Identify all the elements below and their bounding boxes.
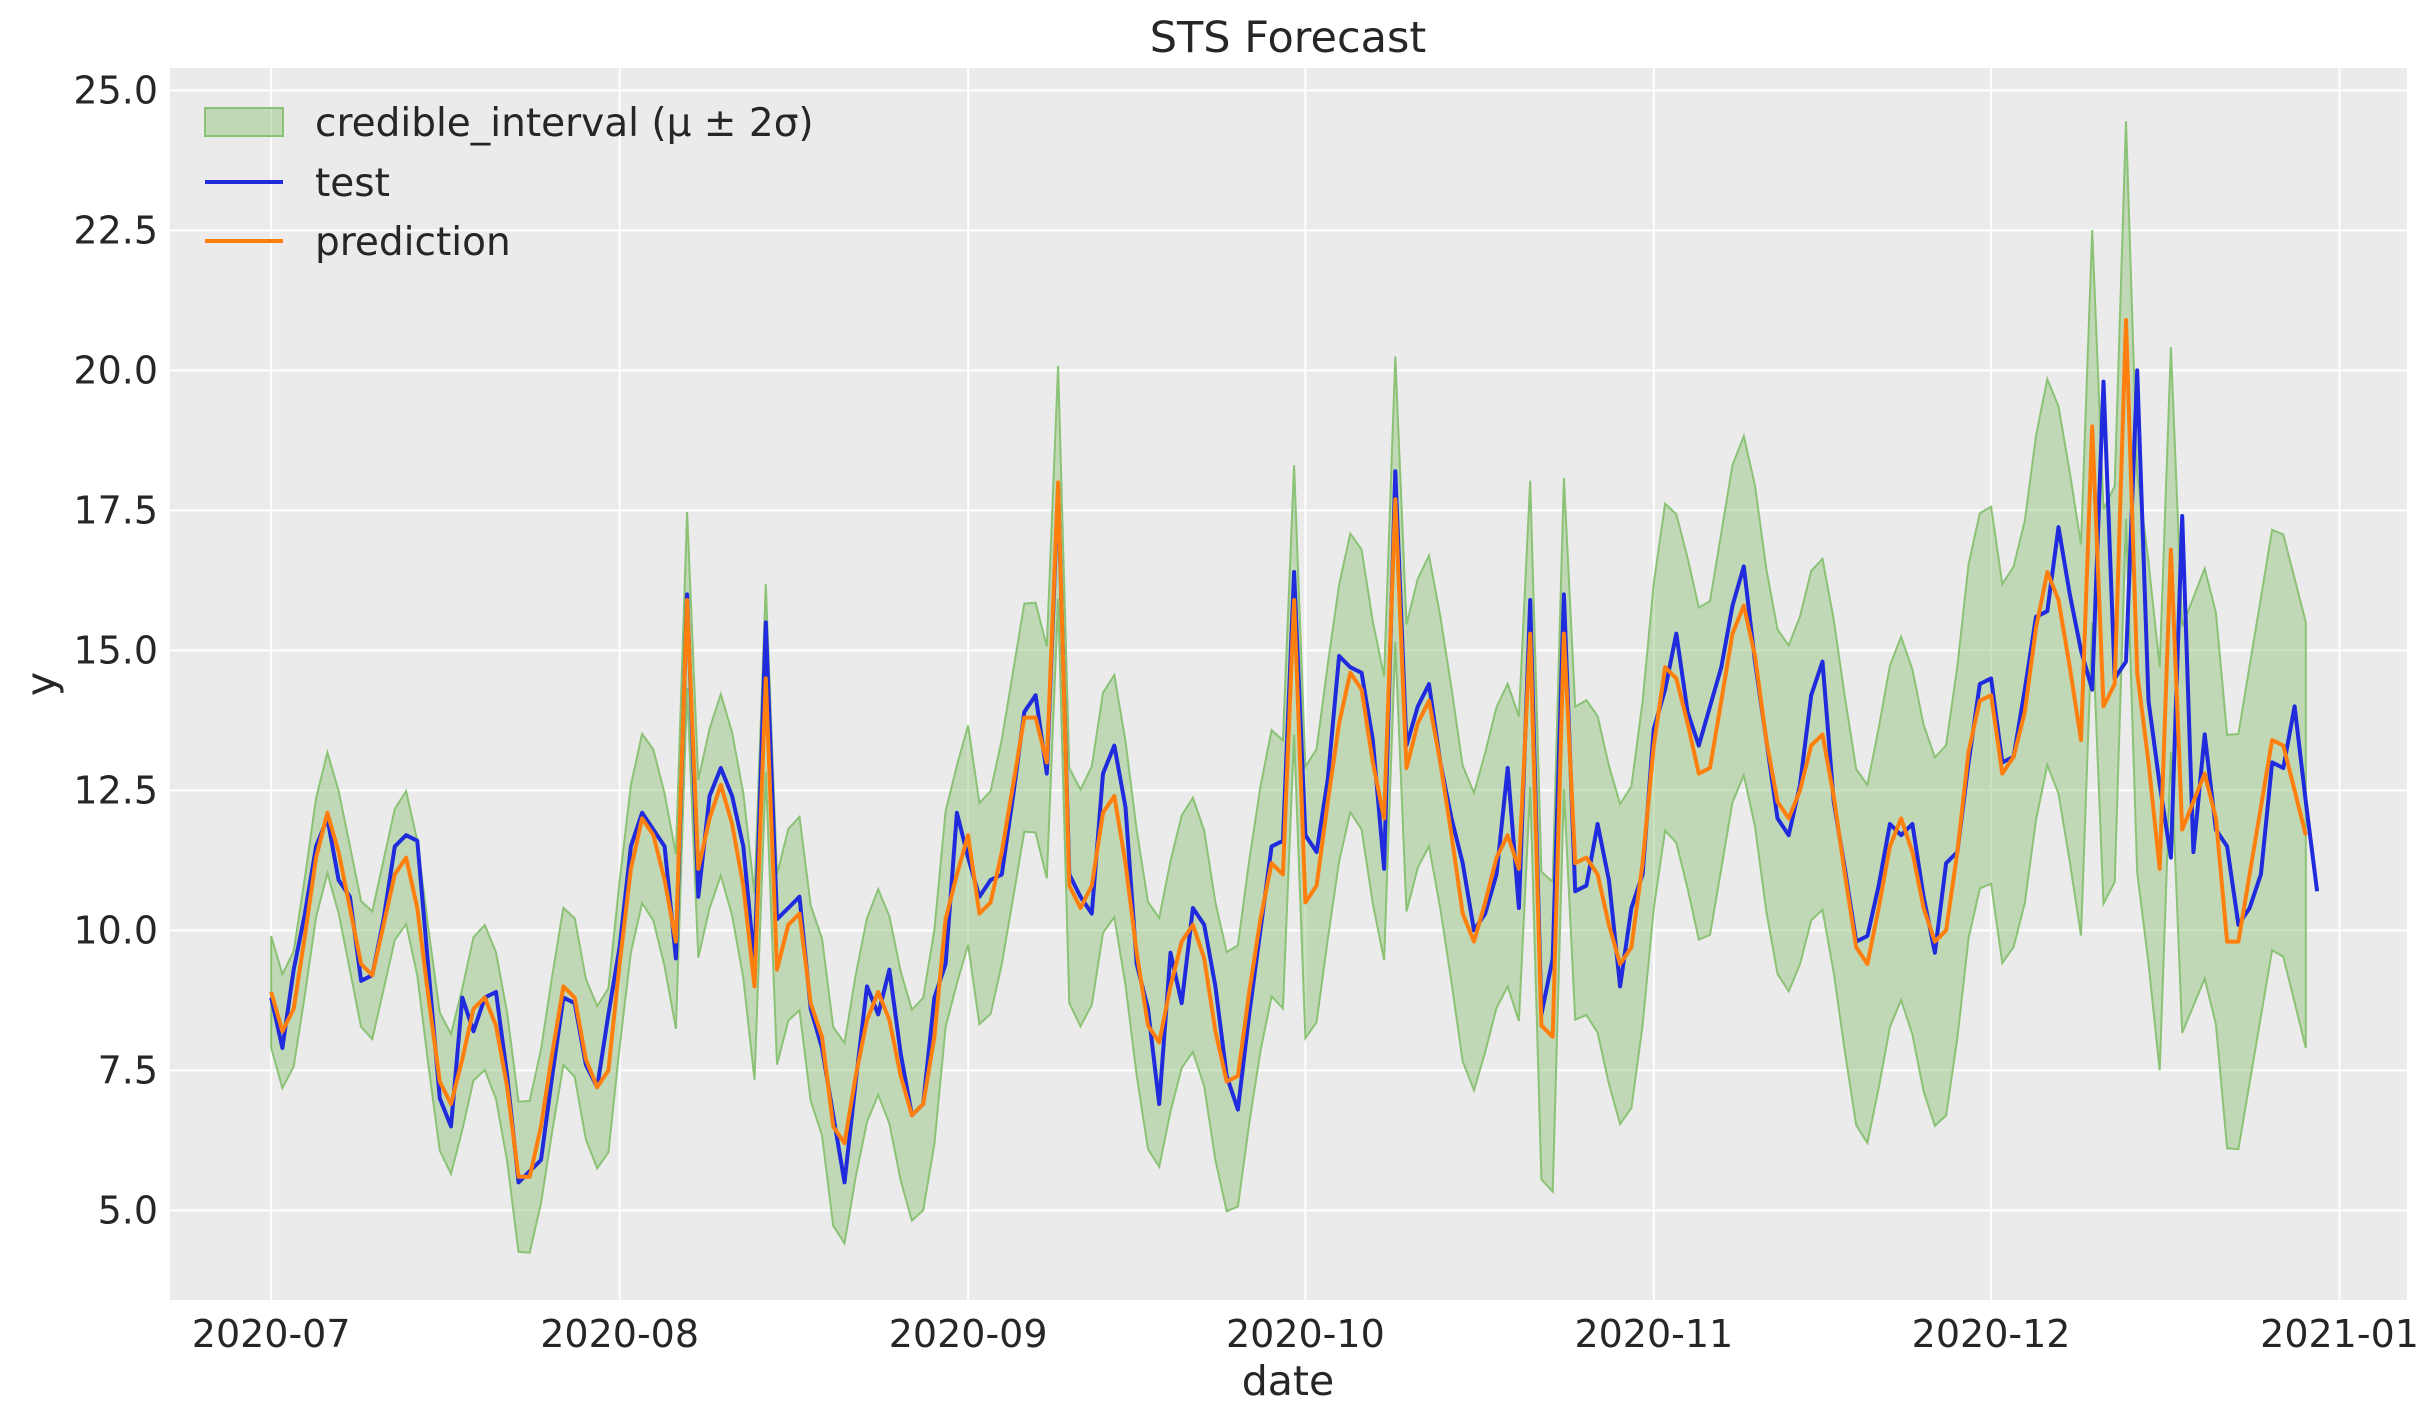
legend-label-credible-interval: credible_interval (μ ± 2σ): [315, 101, 814, 146]
x-tick-label: 2020-11: [1574, 1312, 1733, 1356]
y-tick-label: 5.0: [98, 1188, 158, 1232]
y-tick-label: 25.0: [73, 68, 158, 112]
legend-label-prediction: prediction: [315, 220, 511, 265]
y-tick-label: 17.5: [73, 488, 158, 532]
x-tick-label: 2020-10: [1226, 1312, 1385, 1356]
y-axis-ticks: 5.0 7.5 10.0 12.5 15.0 17.5 20.0 22.5 25.0: [73, 68, 158, 1232]
chart-title: STS Forecast: [1150, 13, 1426, 63]
x-axis-label: date: [1242, 1357, 1334, 1405]
x-tick-label: 2020-07: [192, 1312, 351, 1356]
legend: credible_interval (μ ± 2σ) test predicti…: [204, 101, 814, 265]
y-axis-label: y: [17, 672, 65, 696]
x-axis-ticks: 2020-07 2020-08 2020-09 2020-10 2020-11 2020-…: [192, 1312, 2419, 1356]
series-line-prediction: [269, 318, 2308, 1179]
x-tick-label: 2020-08: [540, 1312, 699, 1356]
legend-label-test: test: [315, 161, 390, 206]
y-tick-label: 15.0: [73, 628, 158, 672]
series-lines: [269, 318, 2320, 1185]
legend-swatch-credible-interval: [204, 107, 284, 137]
x-tick-label: 2020-09: [889, 1312, 1048, 1356]
y-tick-label: 12.5: [73, 768, 158, 812]
y-tick-label: 20.0: [73, 348, 158, 392]
y-tick-label: 22.5: [73, 208, 158, 252]
x-tick-label: 2020-12: [1912, 1312, 2071, 1356]
y-tick-label: 10.0: [73, 908, 158, 952]
x-tick-label: 2021-01: [2260, 1312, 2419, 1356]
y-tick-label: 7.5: [98, 1048, 158, 1092]
